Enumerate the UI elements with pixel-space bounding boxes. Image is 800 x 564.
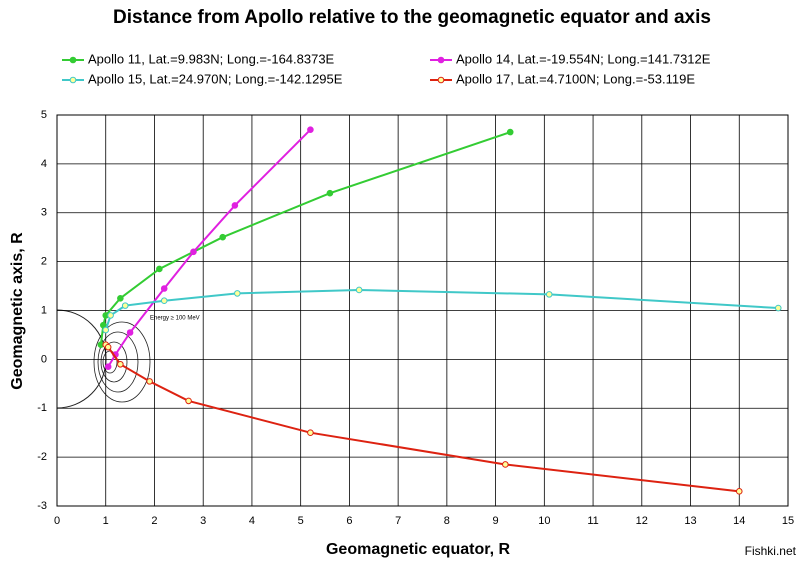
x-axis-label: Geomagnetic equator, R xyxy=(326,541,510,558)
data-point xyxy=(502,461,509,468)
data-point xyxy=(231,202,239,209)
x-tick-label: 6 xyxy=(346,515,352,527)
x-tick-label: 2 xyxy=(151,515,157,527)
y-tick-label: -3 xyxy=(37,500,47,512)
legend-label: Apollo 15, Lat.=24.970N; Long.=-142.1295… xyxy=(88,71,343,86)
data-point xyxy=(104,363,112,371)
data-point xyxy=(156,265,163,273)
x-tick-label: 10 xyxy=(538,515,550,527)
data-point xyxy=(355,286,363,294)
data-point xyxy=(146,378,153,385)
annotation: Energy ≥ 100 MeV xyxy=(150,316,200,322)
x-tick-label: 8 xyxy=(444,515,450,527)
y-tick-label: 3 xyxy=(41,207,47,219)
y-tick-label: -1 xyxy=(37,402,47,414)
x-tick-label: 5 xyxy=(298,515,304,527)
data-point xyxy=(506,128,514,136)
data-point xyxy=(160,285,168,292)
legend-marker xyxy=(69,56,77,64)
x-tick-label: 15 xyxy=(782,515,794,527)
data-point xyxy=(190,248,197,256)
legend-label: Apollo 14, Lat.=-19.554N; Long.=141.7312… xyxy=(456,51,711,66)
x-tick-label: 7 xyxy=(395,515,401,527)
data-point xyxy=(107,312,114,319)
x-tick-label: 13 xyxy=(684,515,696,527)
x-tick-label: 11 xyxy=(587,515,598,527)
x-tick-label: 3 xyxy=(200,515,206,527)
x-tick-label: 9 xyxy=(493,515,499,527)
watermark: Fishki.net xyxy=(745,544,797,558)
data-point xyxy=(735,488,743,495)
data-point xyxy=(104,343,112,351)
x-tick-label: 4 xyxy=(249,515,255,527)
data-point xyxy=(234,290,241,297)
y-tick-label: -2 xyxy=(37,451,47,463)
data-point xyxy=(185,397,192,405)
chart-title: Distance from Apollo relative to the geo… xyxy=(113,7,711,28)
data-point xyxy=(307,126,314,133)
data-point xyxy=(117,360,124,368)
y-tick-label: 1 xyxy=(41,304,47,316)
y-axis-label: Geomagnetic axis, R xyxy=(9,232,26,390)
y-tick-label: 4 xyxy=(41,158,47,170)
y-tick-label: 2 xyxy=(41,256,47,268)
data-point xyxy=(545,291,553,298)
data-point xyxy=(219,233,226,241)
data-point xyxy=(326,189,334,197)
x-tick-label: 14 xyxy=(733,515,745,527)
data-point xyxy=(774,304,782,312)
legend-marker xyxy=(437,76,445,84)
data-point xyxy=(307,429,314,436)
x-tick-label: 12 xyxy=(636,515,648,527)
data-point xyxy=(117,294,124,302)
belt-contour xyxy=(100,341,128,383)
data-point xyxy=(160,297,168,305)
legend-label: Apollo 17, Lat.=4.7100N; Long.=-53.119E xyxy=(456,71,695,86)
y-tick-label: 5 xyxy=(41,109,47,121)
belt-contour xyxy=(97,331,139,393)
x-tick-label: 1 xyxy=(103,515,109,527)
y-tick-label: 0 xyxy=(41,353,47,365)
data-point xyxy=(126,329,134,336)
data-point xyxy=(121,302,129,309)
series-line xyxy=(105,344,740,493)
belt-contour xyxy=(93,321,151,403)
data-point xyxy=(102,326,110,334)
legend-label: Apollo 11, Lat.=9.983N; Long.=-164.8373E xyxy=(88,51,335,66)
legend-marker xyxy=(69,76,77,84)
x-tick-label: 0 xyxy=(54,515,60,527)
legend-marker xyxy=(437,56,445,64)
